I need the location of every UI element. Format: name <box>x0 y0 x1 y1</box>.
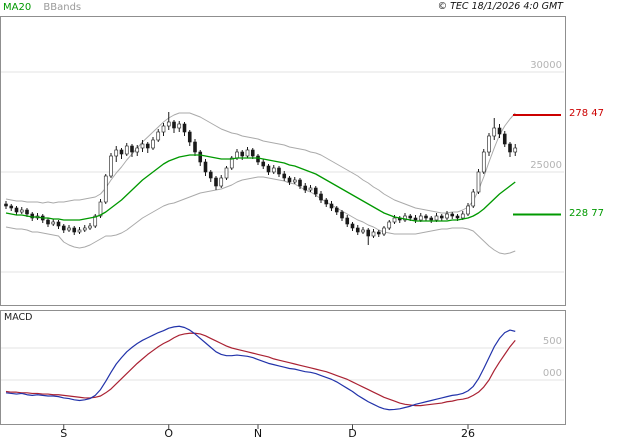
macd-tick-0-label: 000 <box>542 368 562 379</box>
x-label-s: S <box>60 427 68 440</box>
resistance-level-label: 278 47 <box>569 108 604 119</box>
x-label-26: 26 <box>461 427 475 440</box>
legend: MA20 BBands <box>3 3 81 13</box>
support-level-label: 228 77 <box>569 208 604 219</box>
x-label-o: O <box>164 427 174 440</box>
price-tick-300-label: 30000 <box>530 60 562 71</box>
macd-tick-5-label: 500 <box>542 336 562 347</box>
legend-bbands-label: BBands <box>43 2 82 13</box>
macd-panel-title: MACD <box>4 312 33 323</box>
x-label-d: D <box>348 427 357 440</box>
legend-ma20-label: MA20 <box>3 2 32 13</box>
x-label-n: N <box>253 427 263 440</box>
copyright-text: © TEC 18/1/2026 4:0 GMT <box>437 1 563 12</box>
price-tick-250-label: 25000 <box>530 160 562 171</box>
